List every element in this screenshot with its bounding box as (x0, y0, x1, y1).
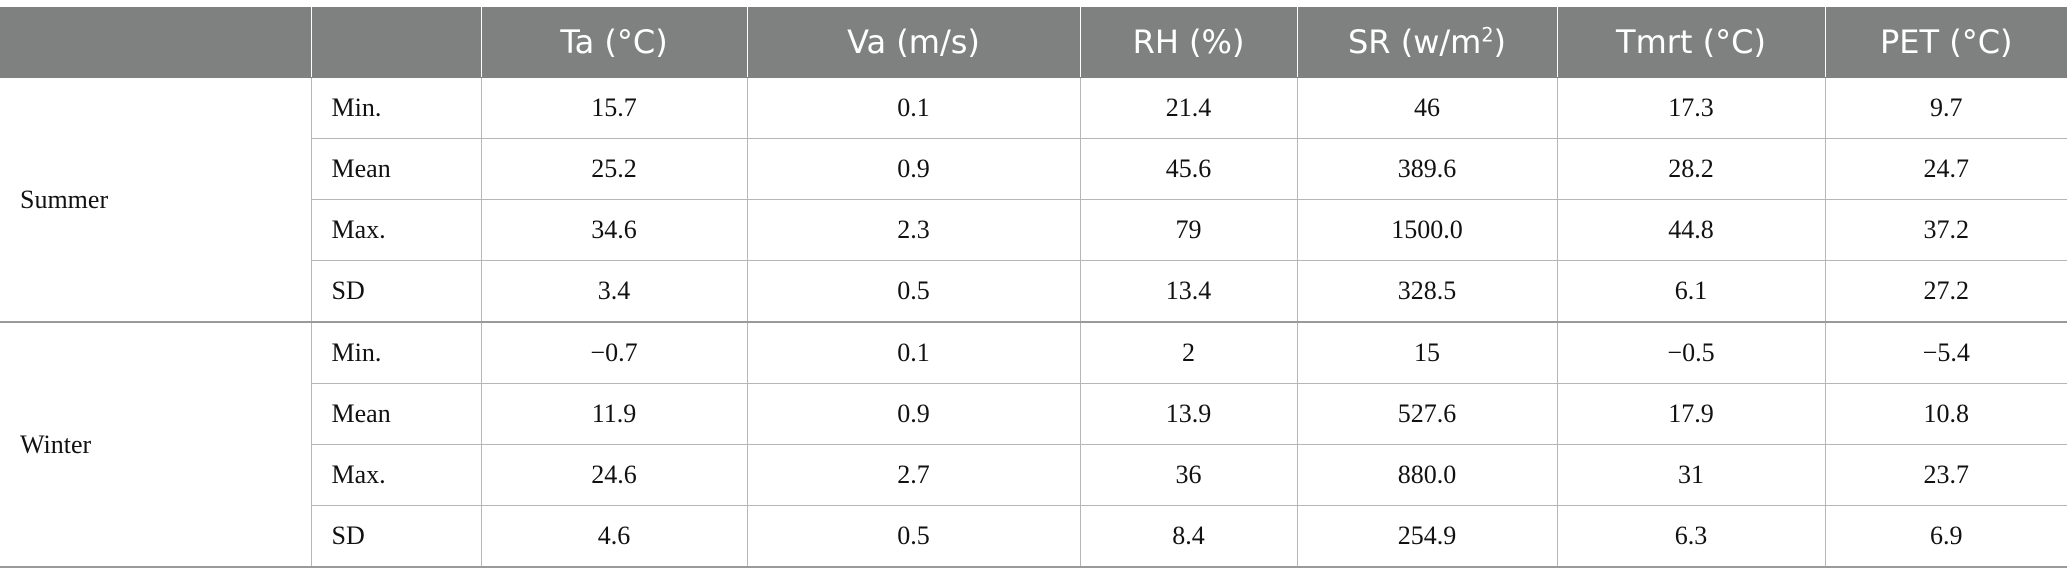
value-cell: 6.3 (1556, 505, 1826, 568)
value-cell: −0.5 (1556, 321, 1826, 384)
value-cell: 31 (1556, 444, 1826, 506)
header-sr-label: SR (w/m (1347, 23, 1482, 61)
table-row: Summer Min. 15.7 0.1 21.4 46 17.3 9.7 (0, 77, 2067, 323)
data-table-container: Ta (°C) Va (m/s) RH (%) SR (w/m2) Tmrt (… (0, 7, 2067, 568)
value-cell: 0.9 (746, 383, 1081, 445)
value-cell: 79 (1079, 199, 1298, 261)
value-cell: 15.7 (480, 77, 748, 139)
value-cell: 0.9 (746, 138, 1081, 200)
value-cell: 0.5 (746, 505, 1081, 568)
climate-statistics-table: Ta (°C) Va (m/s) RH (%) SR (w/m2) Tmrt (… (0, 7, 2067, 568)
table-row: Mean 11.9 0.9 13.9 527.6 17.9 10.8 (0, 383, 2067, 445)
header-sr-suffix: ) (1493, 23, 1507, 61)
value-cell: 1500.0 (1296, 199, 1558, 261)
value-cell: 254.9 (1296, 505, 1558, 568)
value-cell: 15 (1296, 321, 1558, 384)
value-cell: 28.2 (1556, 138, 1826, 200)
season-cell: Summer (0, 77, 312, 323)
value-cell: 11.9 (480, 383, 748, 445)
table-row: SD 4.6 0.5 8.4 254.9 6.3 6.9 (0, 505, 2067, 568)
value-cell: 23.7 (1824, 444, 2067, 506)
table-row: SD 3.4 0.5 13.4 328.5 6.1 27.2 (0, 260, 2067, 323)
value-cell: −5.4 (1824, 321, 2067, 384)
value-cell: 24.6 (480, 444, 748, 506)
header-pet: PET (°C) (1825, 7, 2067, 78)
value-cell: 25.2 (480, 138, 748, 200)
value-cell: 37.2 (1824, 199, 2067, 261)
value-cell: 10.8 (1824, 383, 2067, 445)
stat-cell: Mean (310, 383, 482, 445)
value-cell: 44.8 (1556, 199, 1826, 261)
value-cell: 17.9 (1556, 383, 1826, 445)
table-row: Max. 34.6 2.3 79 1500.0 44.8 37.2 (0, 199, 2067, 261)
value-cell: 36 (1079, 444, 1298, 506)
value-cell: 24.7 (1824, 138, 2067, 200)
season-cell: Winter (0, 321, 312, 568)
header-rh: RH (%) (1080, 7, 1298, 78)
value-cell: 45.6 (1079, 138, 1298, 200)
header-tmrt: Tmrt (°C) (1557, 7, 1826, 78)
value-cell: 4.6 (480, 505, 748, 568)
stat-cell: Max. (310, 444, 482, 506)
value-cell: 17.3 (1556, 77, 1826, 139)
value-cell: 27.2 (1824, 260, 2067, 323)
table-row: Winter Min. −0.7 0.1 2 15 −0.5 −5.4 (0, 321, 2067, 568)
header-sr: SR (w/m2) (1297, 7, 1558, 78)
value-cell: −0.7 (480, 321, 748, 384)
header-ta: Ta (°C) (481, 7, 748, 78)
value-cell: 527.6 (1296, 383, 1558, 445)
table-row: Max. 24.6 2.7 36 880.0 31 23.7 (0, 444, 2067, 506)
stat-cell: SD (310, 505, 482, 568)
value-cell: 21.4 (1079, 77, 1298, 139)
table-row: Mean 25.2 0.9 45.6 389.6 28.2 24.7 (0, 138, 2067, 200)
value-cell: 2.7 (746, 444, 1081, 506)
header-statistic (311, 7, 482, 78)
header-row: Ta (°C) Va (m/s) RH (%) SR (w/m2) Tmrt (… (0, 7, 2067, 78)
value-cell: 0.5 (746, 260, 1081, 323)
stat-cell: Min. (310, 321, 482, 384)
value-cell: 46 (1296, 77, 1558, 139)
header-season (0, 7, 312, 78)
value-cell: 2 (1079, 321, 1298, 384)
value-cell: 13.4 (1079, 260, 1298, 323)
header-sr-superscript: 2 (1481, 23, 1494, 47)
value-cell: 13.9 (1079, 383, 1298, 445)
value-cell: 0.1 (746, 77, 1081, 139)
stat-cell: Mean (310, 138, 482, 200)
value-cell: 34.6 (480, 199, 748, 261)
value-cell: 3.4 (480, 260, 748, 323)
value-cell: 8.4 (1079, 505, 1298, 568)
value-cell: 2.3 (746, 199, 1081, 261)
value-cell: 6.9 (1824, 505, 2067, 568)
value-cell: 0.1 (746, 321, 1081, 384)
header-va: Va (m/s) (747, 7, 1081, 78)
stat-cell: SD (310, 260, 482, 323)
value-cell: 328.5 (1296, 260, 1558, 323)
value-cell: 9.7 (1824, 77, 2067, 139)
stat-cell: Max. (310, 199, 482, 261)
value-cell: 880.0 (1296, 444, 1558, 506)
stat-cell: Min. (310, 77, 482, 139)
value-cell: 389.6 (1296, 138, 1558, 200)
value-cell: 6.1 (1556, 260, 1826, 323)
